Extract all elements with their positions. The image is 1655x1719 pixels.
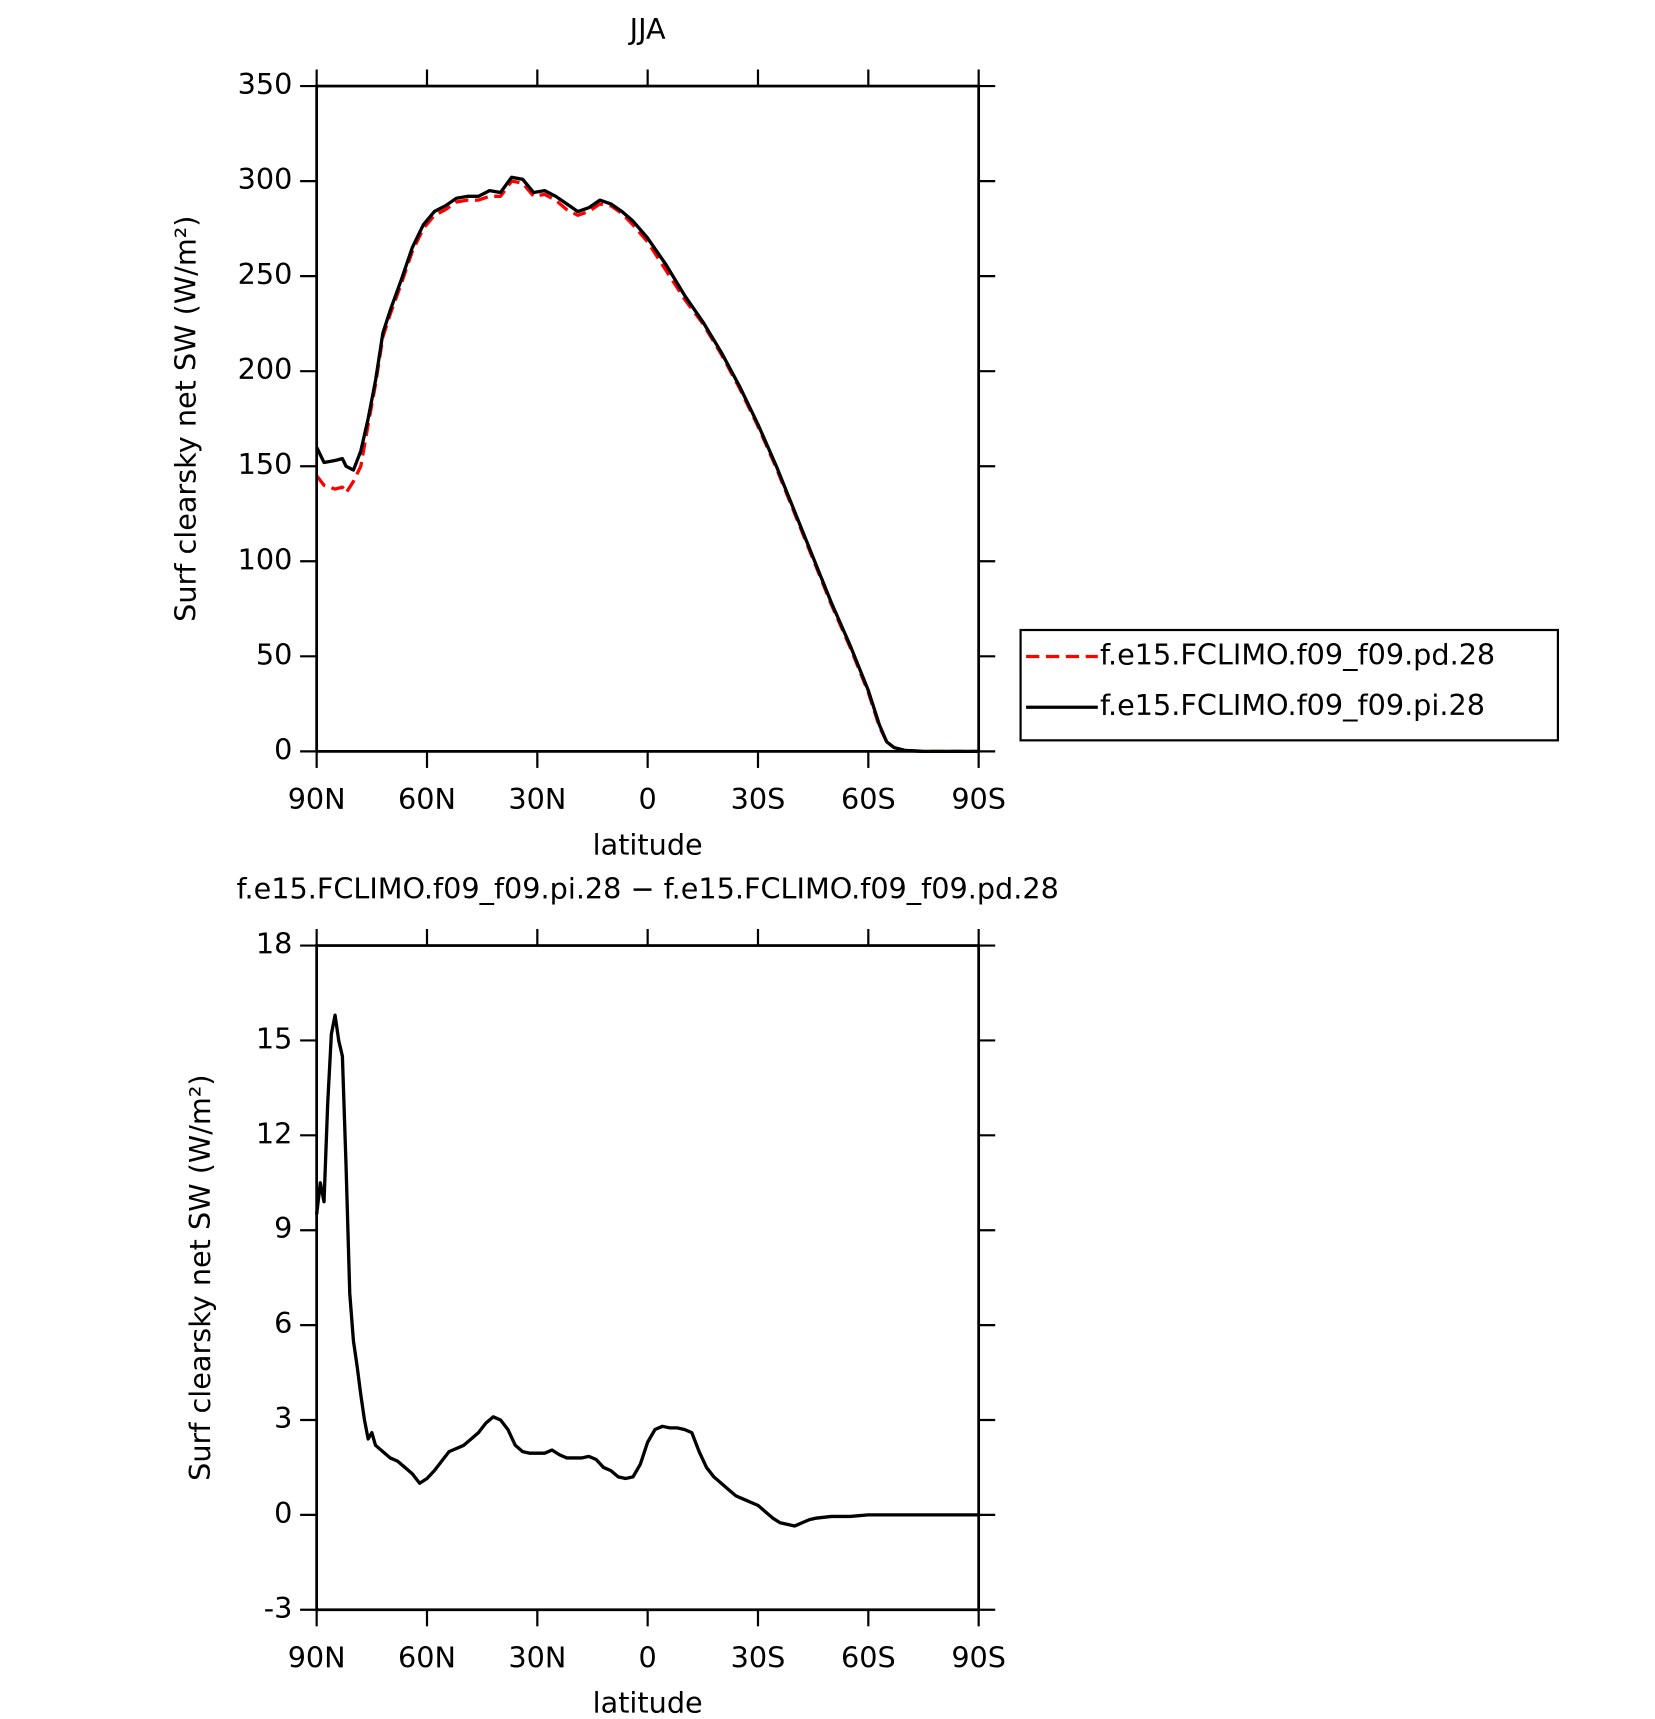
x-axis-label: latitude — [593, 1686, 703, 1719]
x-tick-label: 90N — [288, 782, 346, 816]
y-tick-label: 12 — [256, 1116, 292, 1150]
legend-box — [1019, 628, 1560, 742]
x-tick-label: 0 — [639, 782, 657, 816]
y-tick-label: 200 — [238, 352, 293, 386]
plot-frame — [315, 944, 981, 1612]
x-tick-label: 90S — [951, 782, 1006, 816]
y-tick-label: 100 — [238, 542, 293, 576]
y-tick-label: 6 — [274, 1306, 292, 1340]
y-axis-label: Surf clearsky net SW (W/m²) — [169, 216, 203, 622]
x-tick-label: 60S — [841, 1640, 896, 1674]
x-tick-label: 30N — [508, 1640, 566, 1674]
x-axis-label: latitude — [593, 827, 703, 861]
legend-label: f.e15.FCLIMO.f09_f09.pi.28 — [1100, 688, 1485, 722]
x-tick-label: 30S — [731, 782, 786, 816]
y-tick-label: 150 — [238, 447, 293, 481]
plot-frame — [315, 84, 981, 753]
y-axis-label: Surf clearsky net SW (W/m²) — [183, 1074, 217, 1480]
y-tick-label: -3 — [264, 1591, 293, 1625]
y-tick-label: 18 — [256, 927, 292, 961]
data-line — [315, 179, 979, 754]
x-tick-label: 90N — [288, 1640, 346, 1674]
y-tick-label: 300 — [238, 162, 293, 196]
y-tick-label: 15 — [256, 1021, 292, 1055]
x-tick-label: 60S — [841, 782, 896, 816]
x-tick-label: 90S — [951, 1640, 1006, 1674]
x-tick-label: 60N — [398, 782, 456, 816]
x-tick-label: 30S — [731, 1640, 786, 1674]
y-tick-label: 50 — [256, 637, 292, 671]
x-tick-label: 0 — [639, 1640, 657, 1674]
y-tick-label: 0 — [274, 1496, 292, 1530]
y-tick-label: 250 — [238, 257, 293, 291]
y-tick-label: 9 — [274, 1211, 292, 1245]
x-tick-label: 30N — [508, 782, 566, 816]
y-tick-label: 3 — [274, 1401, 292, 1435]
y-tick-label: 0 — [274, 732, 292, 766]
data-line — [315, 1013, 979, 1528]
data-line — [315, 175, 979, 754]
x-tick-label: 60N — [398, 1640, 456, 1674]
chart-title: f.e15.FCLIMO.f09_f09.pi.28 − f.e15.FCLIM… — [236, 871, 1058, 905]
legend-label: f.e15.FCLIMO.f09_f09.pd.28 — [1100, 637, 1495, 671]
y-tick-label: 350 — [238, 67, 293, 101]
chart-title: JJA — [628, 12, 666, 46]
